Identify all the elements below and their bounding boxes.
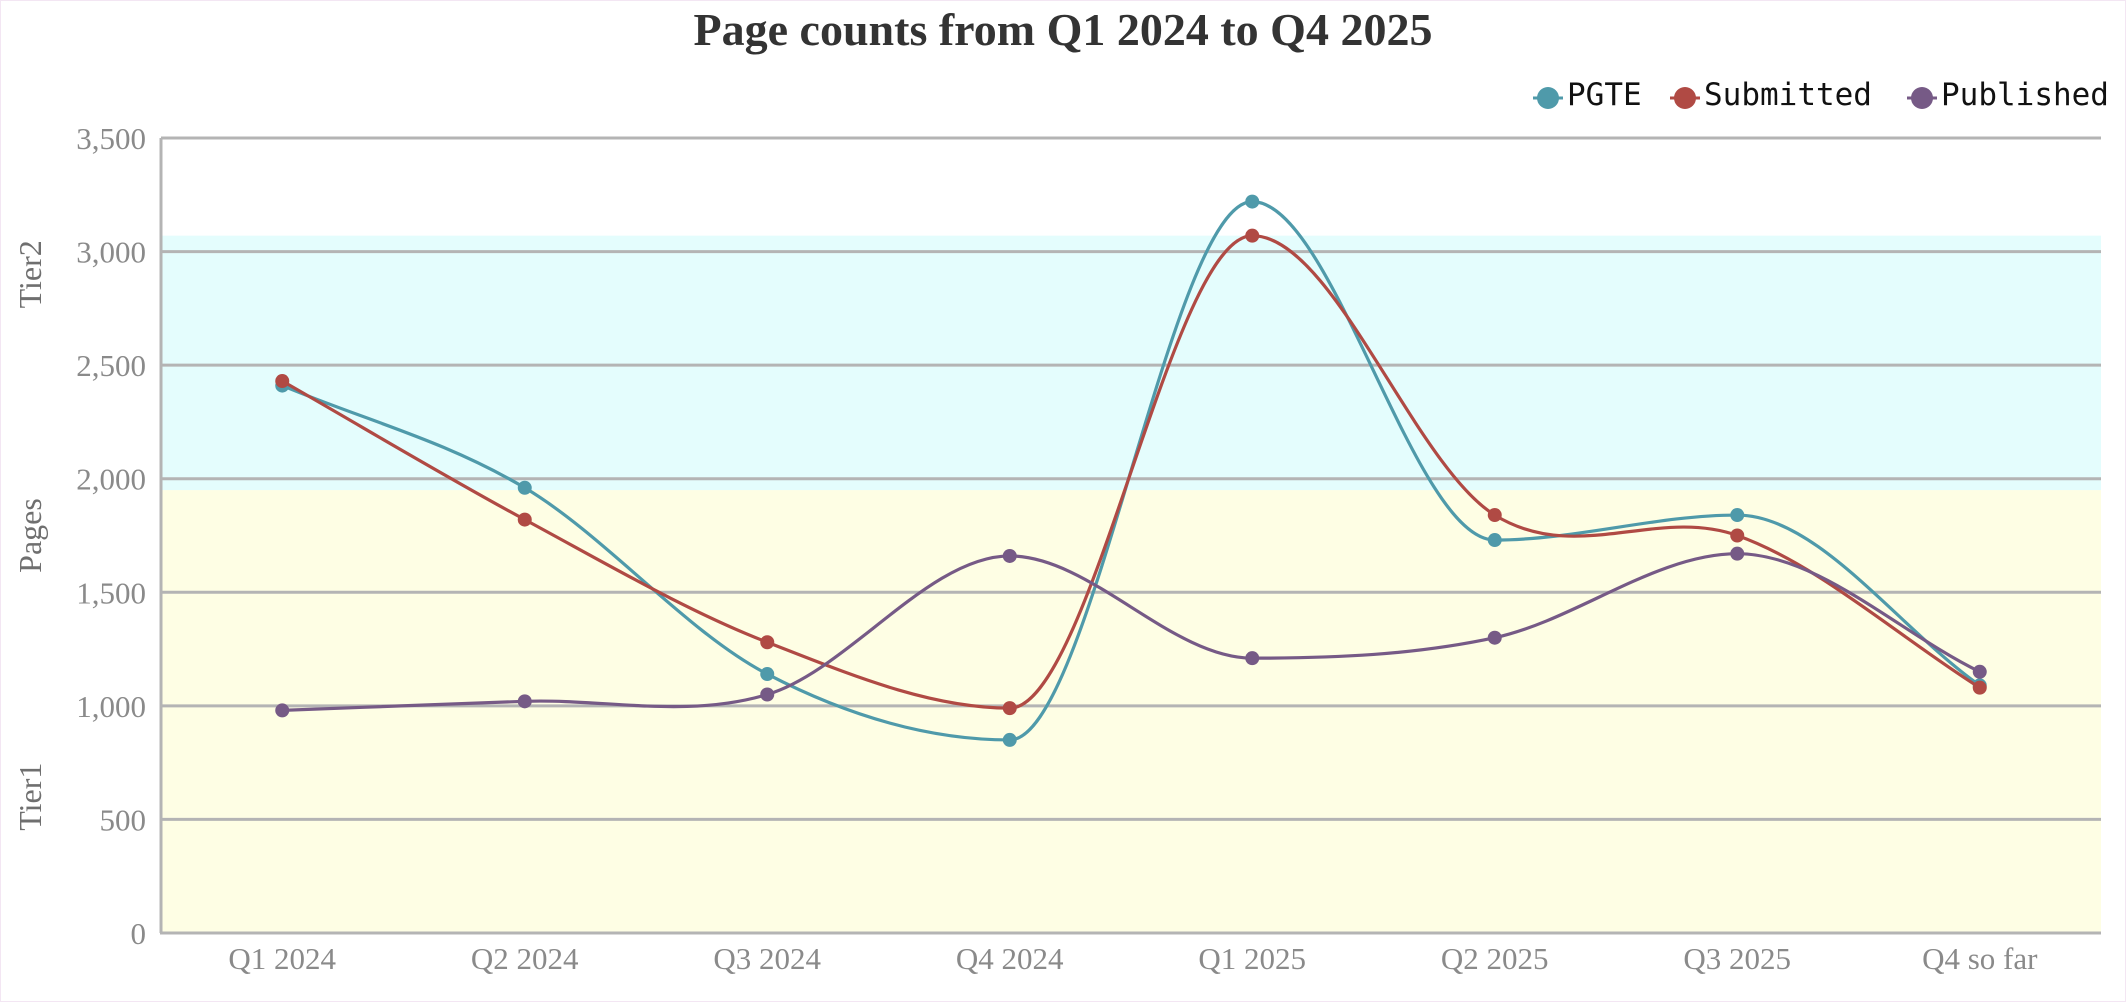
series-group — [275, 194, 1987, 747]
series-line-published — [282, 552, 1981, 712]
band-tier2 — [161, 235, 2101, 491]
y-tick-label: 500 — [100, 802, 147, 837]
data-point-submitted[interactable] — [760, 635, 775, 650]
band-label-tier2: Tier2 — [12, 240, 48, 308]
x-tick-label: Q4 so far — [1922, 941, 2038, 976]
y-axis-title: Pages — [12, 498, 48, 573]
legend-item-submitted[interactable]: Submitted — [1670, 77, 1872, 113]
legend-label-pgte: PGTE — [1567, 77, 1642, 113]
gridlines — [161, 136, 2101, 821]
data-point-published[interactable] — [275, 703, 290, 718]
x-tick-label: Q2 2024 — [471, 941, 579, 976]
legend-label-submitted: Submitted — [1704, 77, 1872, 113]
band-label-tier1: Tier1 — [12, 763, 48, 831]
axes — [159, 138, 2101, 935]
y-tick-label: 2,500 — [76, 348, 146, 383]
data-point-pgte[interactable] — [517, 480, 532, 495]
axis-labels: 0 500 1,000 1,500 2,000 2,500 3,000 3,500 Q1 202… — [12, 121, 2038, 976]
series-line-submitted — [281, 234, 1981, 710]
data-point-pgte[interactable] — [1487, 533, 1502, 548]
legend-item-published[interactable]: Published — [1907, 77, 2109, 113]
data-point-published[interactable] — [1972, 664, 1987, 679]
data-point-pgte[interactable] — [1002, 732, 1017, 747]
band-tier1 — [161, 490, 2101, 933]
data-point-pgte[interactable] — [1730, 508, 1745, 523]
x-tick-label: Q1 2024 — [228, 941, 336, 976]
data-point-published[interactable] — [1002, 548, 1017, 563]
data-point-published[interactable] — [517, 694, 532, 709]
legend-marker-pgte — [1537, 87, 1559, 109]
data-point-submitted[interactable] — [517, 512, 532, 527]
y-tick-label: 3,500 — [76, 121, 146, 156]
data-point-submitted[interactable] — [1002, 701, 1017, 716]
y-tick-label: 2,000 — [76, 462, 146, 497]
x-tick-label: Q1 2025 — [1198, 941, 1306, 976]
legend-marker-published — [1911, 87, 1933, 109]
data-point-published[interactable] — [1730, 546, 1745, 561]
legend-label-published: Published — [1941, 77, 2109, 113]
y-tick-label: 1,500 — [76, 575, 146, 610]
y-tick-label: 1,000 — [76, 689, 146, 724]
data-point-submitted[interactable] — [1487, 508, 1502, 523]
data-point-published[interactable] — [1487, 630, 1502, 645]
data-point-submitted[interactable] — [275, 374, 290, 389]
legend-item-pgte[interactable]: PGTE — [1533, 77, 1642, 113]
data-point-published[interactable] — [760, 687, 775, 702]
series-submitted — [275, 228, 1987, 716]
legend-marker-submitted — [1674, 87, 1696, 109]
y-tick-label: 0 — [131, 916, 147, 951]
series-published — [275, 546, 1987, 718]
series-line-pgte — [281, 199, 1981, 742]
x-tick-label: Q3 2025 — [1683, 941, 1791, 976]
x-tick-label: Q2 2025 — [1441, 941, 1549, 976]
data-point-submitted[interactable] — [1730, 528, 1745, 543]
data-point-pgte[interactable] — [760, 667, 775, 682]
data-point-submitted[interactable] — [1972, 680, 1987, 695]
chart-title: Page counts from Q1 2024 to Q4 2025 — [694, 4, 1433, 55]
tier-bands — [161, 235, 2101, 933]
data-point-published[interactable] — [1245, 651, 1260, 666]
legend[interactable]: PGTE Submitted Published — [1533, 77, 2109, 113]
data-point-pgte[interactable] — [1245, 194, 1260, 209]
data-point-submitted[interactable] — [1245, 228, 1260, 243]
x-tick-label: Q3 2024 — [713, 941, 821, 976]
x-tick-label: Q4 2024 — [956, 941, 1064, 976]
y-tick-label: 3,000 — [76, 235, 146, 270]
